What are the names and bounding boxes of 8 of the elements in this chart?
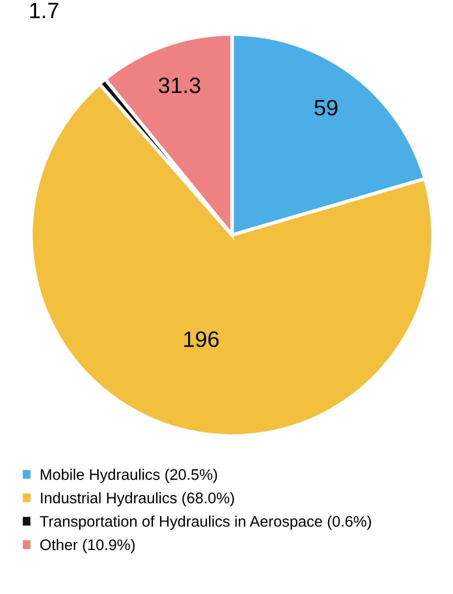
legend-label: Transportation of Hydraulics in Aerospace (0.6%) (40, 516, 371, 530)
data-label: 59 (314, 100, 338, 116)
legend-label: Other (10.9%) (40, 538, 135, 554)
data-label: 31.3 (158, 78, 200, 94)
data-label: 196 (184, 331, 219, 348)
legend-label: Mobile Hydraulics (20.5%) (40, 468, 217, 483)
data-label: 1.7 (30, 2, 58, 18)
legend-label: Industrial Hydraulics (68.0%) (41, 492, 234, 506)
